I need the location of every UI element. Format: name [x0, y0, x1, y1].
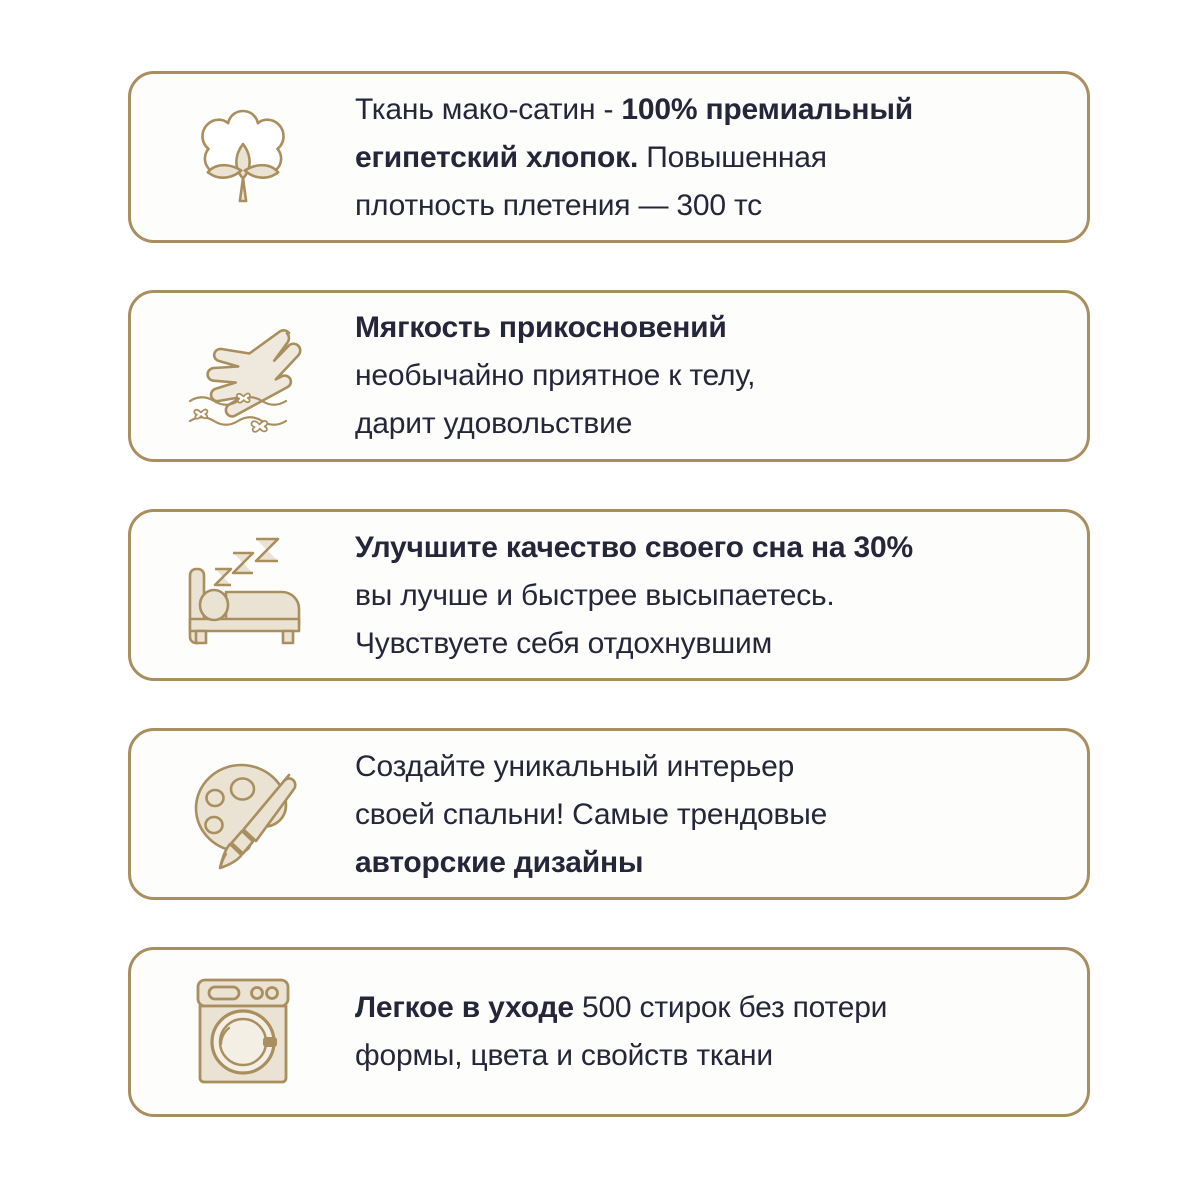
- washing-machine-icon: [131, 950, 355, 1114]
- text-run: вы лучше и быстрее высыпаетесь.: [355, 578, 835, 612]
- text-run-bold: Улучшите качество своего сна на 30%: [355, 530, 913, 564]
- benefit-card-text: Ткань мако-сатин - 100% премиальный египе…: [355, 86, 1087, 230]
- benefit-card-text: Легкое в уходе 500 стирок без потери форм…: [355, 984, 1087, 1080]
- benefit-card-design[interactable]: Создайте уникальный интерьер своей спальн…: [128, 728, 1090, 900]
- benefit-card-sleep-quality[interactable]: Улучшите качество своего сна на 30% вы лу…: [128, 509, 1090, 681]
- text-line: Создайте уникальный интерьер: [355, 743, 1067, 791]
- text-run: Ткань мако-сатин -: [355, 93, 622, 126]
- text-line: Улучшите качество своего сна на 30%: [355, 524, 1067, 572]
- text-line: дарит удовольствие: [355, 400, 1067, 448]
- text-run-bold: Легкое в уходе: [355, 991, 574, 1024]
- text-run: 500 стирок без потери: [573, 991, 888, 1024]
- text-run-bold: авторские дизайны: [355, 845, 644, 879]
- text-run-bold: Мягкость прикосновений: [355, 311, 727, 344]
- text-line: своей спальни! Самые трендовые: [355, 791, 1067, 839]
- text-line: Мягкость прикосновений: [355, 304, 1067, 352]
- text-line: необычайно приятное к телу,: [355, 352, 1067, 400]
- text-line: плотность плетения — 300 тс: [355, 182, 1067, 230]
- text-run: Создайте уникальный интерьер: [355, 749, 795, 783]
- text-line: египетский хлопок. Повышенная: [355, 134, 1067, 182]
- benefit-card-softness[interactable]: Мягкость прикосновений необычайно приятно…: [128, 290, 1090, 462]
- text-run: необычайно приятное к телу,: [355, 359, 756, 392]
- cotton-boll-icon: [131, 74, 355, 240]
- text-line: авторские дизайны: [355, 839, 1067, 887]
- benefit-card-text: Создайте уникальный интерьер своей спальн…: [355, 743, 1087, 887]
- text-run: плотность плетения — 300 тс: [355, 189, 762, 222]
- text-line: вы лучше и быстрее высыпаетесь.: [355, 572, 1067, 620]
- text-run: дарит удовольствие: [355, 407, 633, 440]
- benefit-card-text: Мягкость прикосновений необычайно приятно…: [355, 304, 1087, 448]
- benefit-card-easy-care[interactable]: Легкое в уходе 500 стирок без потери форм…: [128, 947, 1090, 1117]
- hand-touch-icon: [131, 293, 355, 459]
- text-run: Повышенная: [638, 141, 827, 174]
- text-run: формы, цвета и свойств ткани: [355, 1039, 773, 1072]
- benefit-card-list: Ткань мако-сатин - 100% премиальный египе…: [128, 71, 1090, 1117]
- text-line: формы, цвета и свойств ткани: [355, 1032, 1067, 1080]
- text-run-bold: египетский хлопок.: [355, 141, 639, 174]
- text-run: своей спальни! Самые трендовые: [355, 797, 828, 831]
- text-run-bold: 100% премиальный: [621, 93, 914, 126]
- benefit-card-text: Улучшите качество своего сна на 30% вы лу…: [355, 524, 1087, 668]
- paint-palette-icon: [131, 731, 355, 897]
- benefit-card-fabric[interactable]: Ткань мако-сатин - 100% премиальный египе…: [128, 71, 1090, 243]
- text-run: Чувствуете себя отдохнувшим: [355, 626, 773, 660]
- sleeping-bed-icon: [131, 512, 355, 678]
- text-line: Легкое в уходе 500 стирок без потери: [355, 984, 1067, 1032]
- text-line: Ткань мако-сатин - 100% премиальный: [355, 86, 1067, 134]
- text-line: Чувствуете себя отдохнувшим: [355, 620, 1067, 668]
